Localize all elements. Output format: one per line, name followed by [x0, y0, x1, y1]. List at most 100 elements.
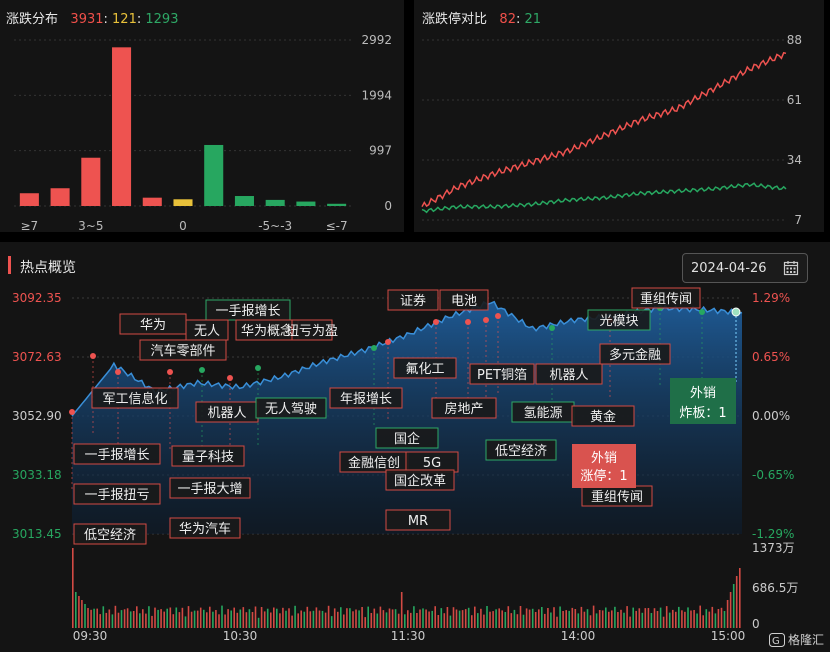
volume-bar — [242, 607, 245, 628]
volume-bar — [717, 609, 720, 628]
hot-tag-label: 无人驾驶 — [265, 402, 317, 417]
volume-bar — [644, 608, 647, 628]
volume-bar — [541, 607, 543, 628]
volume-bar — [635, 610, 637, 628]
volume-bar — [452, 607, 455, 628]
time-tick-label: 14:00 — [561, 629, 596, 643]
volume-bar — [705, 609, 708, 628]
limit-down-line — [421, 182, 787, 214]
volume-bar — [206, 612, 208, 628]
volume-bar — [422, 608, 424, 628]
volume-bar — [391, 609, 394, 628]
volume-bar — [184, 616, 187, 628]
volume-bar — [142, 609, 144, 628]
volume-bar — [528, 609, 531, 628]
volume-bar — [358, 610, 360, 628]
volume-bar — [580, 606, 583, 628]
volume-bar — [699, 605, 701, 628]
volume-bar — [720, 607, 723, 628]
volume-bar — [215, 610, 217, 628]
volume-bar — [370, 613, 373, 628]
hot-tag-box — [171, 445, 245, 467]
x-tick-label: ≥7 — [21, 219, 39, 232]
hotspot-title: 热点概览 — [20, 260, 76, 276]
hot-tag-label: 多元金融 — [609, 347, 661, 363]
volume-bar — [361, 607, 363, 628]
volume-bar — [203, 609, 205, 628]
volume-bar — [285, 610, 287, 628]
distribution-bar — [142, 197, 162, 206]
volume-bar — [410, 612, 412, 628]
hot-tag-box — [73, 523, 147, 545]
hot-tag-box — [255, 397, 327, 419]
volume-bar — [538, 609, 540, 628]
y-tick-label: 88 — [787, 33, 802, 47]
volume-bar — [105, 612, 108, 628]
right-tick-label: -0.65% — [752, 468, 794, 482]
volume-bar — [455, 609, 458, 628]
y-tick-label: 7 — [794, 213, 802, 227]
volume-bar — [306, 606, 309, 628]
volume-bar — [190, 611, 193, 628]
hot-tag-box — [139, 339, 227, 361]
volume-bar — [431, 610, 433, 628]
hot-tag-box — [571, 405, 635, 427]
hot-tag-box — [73, 443, 161, 465]
volume-bar — [209, 606, 211, 628]
volume-bar — [394, 609, 397, 628]
volume-bar — [75, 592, 77, 628]
volume-bar — [696, 613, 698, 628]
y-tick-label: 61 — [787, 93, 802, 107]
volume-bar — [471, 615, 473, 628]
volume-bar — [428, 611, 430, 628]
date-picker[interactable]: 2024-04-26 — [682, 253, 808, 283]
y-tick-label: 2992 — [361, 33, 392, 47]
volume-bar — [373, 608, 376, 628]
volume-bar — [129, 611, 132, 628]
volume-bar — [629, 616, 631, 628]
hot-tag-label: 5G — [423, 456, 441, 471]
volume-bar — [574, 609, 577, 628]
x-tick-label: ≤-7 — [326, 219, 348, 232]
brand-logo: G 格隆汇 — [768, 631, 824, 648]
volume-bar — [440, 608, 443, 628]
volume-bar — [270, 612, 272, 628]
hot-tag-label: 华为概念 — [241, 323, 293, 339]
distribution-bar — [204, 144, 224, 206]
volume-tick-label: 686.5万 — [752, 581, 798, 595]
down-count: 1293 — [145, 12, 179, 27]
volume-bar — [367, 606, 369, 628]
volume-bar — [245, 612, 248, 628]
hot-tag-label: 无人 — [194, 324, 220, 339]
hot-tag-label: 量子科技 — [182, 450, 234, 465]
volume-bar — [343, 614, 345, 628]
volume-bar — [273, 607, 275, 628]
y-tick-label: 1994 — [361, 88, 392, 102]
volume-bar — [662, 616, 665, 628]
volume-bar — [257, 617, 260, 628]
volume-bar — [99, 614, 101, 628]
limit-up-line — [421, 51, 787, 208]
hot-tag-box — [385, 509, 451, 531]
volume-bar — [218, 614, 220, 628]
volume-bar — [148, 606, 150, 628]
volume-tick-label: 1373万 — [752, 541, 795, 555]
volume-bar — [425, 609, 427, 628]
hot-tag-box — [375, 427, 439, 449]
volume-bar — [467, 607, 470, 628]
volume-bar — [263, 611, 266, 628]
date-value: 2024-04-26 — [691, 260, 767, 276]
volume-bar — [181, 607, 184, 628]
volume-bar — [108, 609, 111, 628]
limit-title: 涨跌停对比 — [422, 12, 488, 27]
hot-tag-box — [329, 387, 403, 409]
hot-tag-box — [439, 289, 489, 311]
volume-bar — [711, 606, 714, 628]
volume-bar — [126, 608, 129, 628]
volume-bar — [483, 614, 485, 628]
volume-bar — [120, 610, 123, 628]
volume-bar — [404, 614, 406, 628]
volume-bar — [598, 610, 601, 628]
hot-tag-box — [631, 287, 701, 309]
hot-tag-label: 一手报大增 — [177, 482, 242, 497]
